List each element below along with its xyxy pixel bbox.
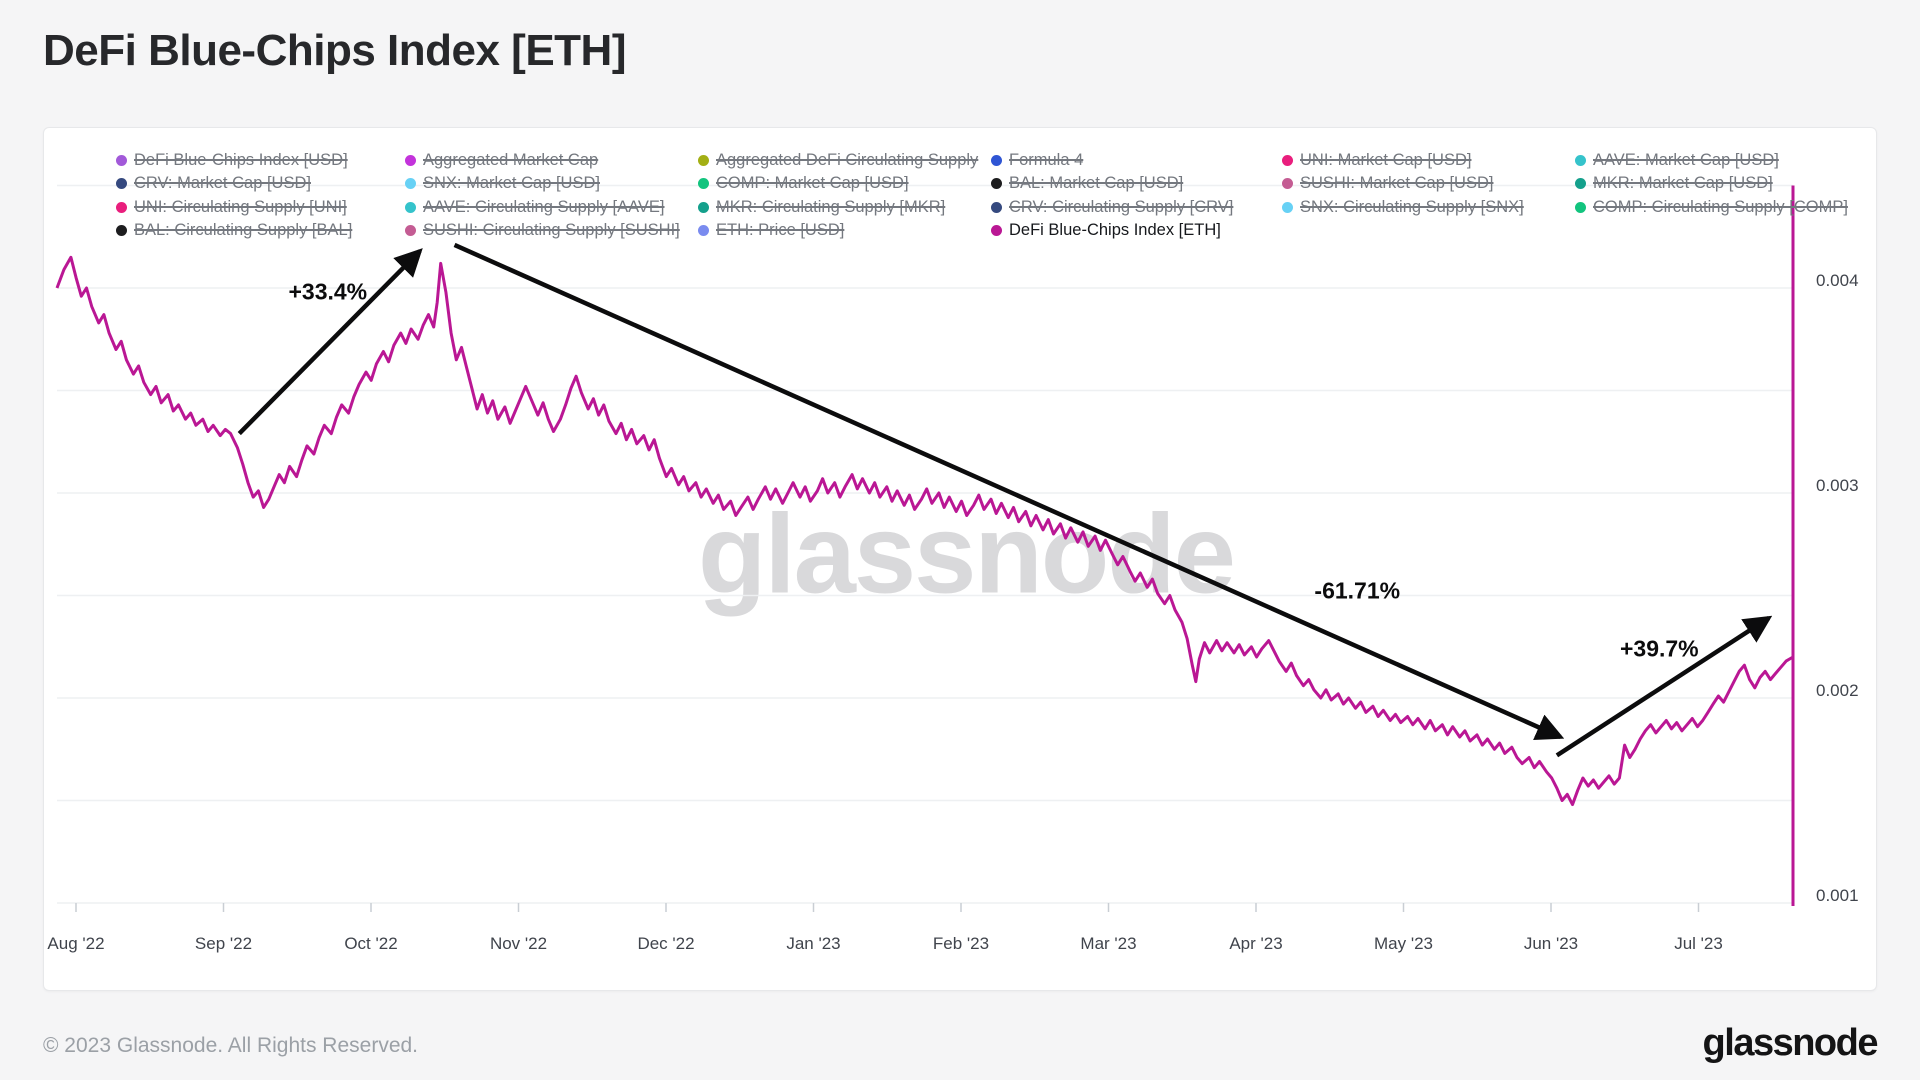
legend-item[interactable]: UNI: Market Cap [USD] [1282, 151, 1471, 170]
legend-label: CRV: Circulating Supply [CRV] [1009, 198, 1234, 216]
x-axis-label: Oct '22 [344, 934, 398, 953]
index-series-line [55, 255, 1794, 807]
legend-item[interactable]: CRV: Circulating Supply [CRV] [991, 198, 1233, 217]
legend-item[interactable]: SUSHI: Market Cap [USD] [1282, 174, 1493, 193]
legend-series-dot [1575, 178, 1586, 189]
x-axis-label: Mar '23 [1080, 934, 1137, 953]
legend-series-dot [1282, 178, 1293, 189]
legend-item[interactable]: DeFi Blue-Chips Index [USD] [116, 151, 348, 170]
legend-label: CRV: Market Cap [USD] [134, 174, 311, 192]
x-axis-label: Jul '23 [1674, 934, 1723, 953]
legend-series-dot [991, 155, 1002, 166]
annotation-arrow [1555, 615, 1773, 758]
legend-item[interactable]: SUSHI: Circulating Supply [SUSHI] [405, 221, 680, 240]
x-axis-label: Jan '23 [786, 934, 841, 953]
legend-label: SUSHI: Market Cap [USD] [1300, 174, 1494, 192]
x-axis-label: Jun '23 [1523, 934, 1579, 953]
legend-label: ETH: Price [USD] [716, 221, 845, 239]
legend: DeFi Blue-Chips Index [USD] Aggregated Ma… [44, 128, 1876, 258]
x-axis-label: May '23 [1374, 934, 1433, 953]
legend-series-dot [698, 155, 709, 166]
footer-copyright: © 2023 Glassnode. All Rights Reserved. [43, 1034, 419, 1057]
chart-plot-area[interactable] [44, 128, 1877, 991]
legend-label: SNX: Circulating Supply [SNX] [1300, 198, 1524, 216]
legend-item[interactable]: MKR: Circulating Supply [MKR] [698, 198, 945, 217]
legend-label: Aggregated DeFi Circulating Supply [716, 151, 979, 169]
legend-item[interactable]: MKR: Market Cap [USD] [1575, 174, 1773, 193]
legend-series-dot [405, 178, 416, 189]
legend-label: COMP: Circulating Supply [COMP] [1593, 198, 1848, 216]
legend-series-dot [116, 202, 127, 213]
annotation-arrow [453, 242, 1565, 741]
y-axis-label: 0.002 [1816, 681, 1859, 700]
x-axis-label: Apr '23 [1229, 934, 1283, 953]
legend-series-dot [405, 155, 416, 166]
legend-series-dot [698, 178, 709, 189]
legend-label: SUSHI: Circulating Supply [SUSHI] [423, 221, 680, 239]
legend-item[interactable]: BAL: Market Cap [USD] [991, 174, 1183, 193]
legend-item[interactable]: COMP: Circulating Supply [COMP] [1575, 198, 1848, 217]
legend-series-dot [1575, 202, 1586, 213]
annotation-label: -61.71% [1314, 577, 1401, 604]
x-axis-label: Nov '22 [489, 934, 548, 953]
gridlines [57, 184, 1793, 904]
legend-item[interactable]: Formula 4 [991, 151, 1083, 170]
chart-card: glassnode DeFi Blue-Chips Index [USD] Agg… [43, 127, 1877, 991]
annotation-arrows [237, 242, 1773, 758]
legend-label: AAVE: Market Cap [USD] [1593, 151, 1779, 169]
legend-item[interactable]: AAVE: Market Cap [USD] [1575, 151, 1779, 170]
x-axis-label: Aug '22 [47, 934, 105, 953]
y-axis-label: 0.004 [1816, 271, 1859, 290]
legend-label: DeFi Blue-Chips Index [ETH] [1009, 221, 1221, 239]
legend-label: UNI: Market Cap [USD] [1300, 151, 1472, 169]
legend-label: AAVE: Circulating Supply [AAVE] [423, 198, 665, 216]
legend-series-dot [698, 202, 709, 213]
legend-label: COMP: Market Cap [USD] [716, 174, 909, 192]
legend-label: SNX: Market Cap [USD] [423, 174, 600, 192]
page-title: DeFi Blue-Chips Index [ETH] [43, 26, 626, 75]
x-axis-label: Sep '22 [194, 934, 253, 953]
legend-label: MKR: Market Cap [USD] [1593, 174, 1773, 192]
legend-series-dot [405, 225, 416, 236]
legend-item[interactable]: CRV: Market Cap [USD] [116, 174, 311, 193]
legend-series-dot [1282, 155, 1293, 166]
annotation-label: +33.4% [288, 278, 368, 305]
legend-label: Aggregated Market Cap [423, 151, 599, 169]
legend-label: BAL: Market Cap [USD] [1009, 174, 1184, 192]
legend-series-dot [991, 225, 1002, 236]
legend-item[interactable]: UNI: Circulating Supply [UNI] [116, 198, 347, 217]
y-axis-label: 0.003 [1816, 476, 1859, 495]
legend-item[interactable]: SNX: Market Cap [USD] [405, 174, 600, 193]
legend-series-dot [116, 178, 127, 189]
legend-series-dot [116, 155, 127, 166]
legend-item[interactable]: BAL: Circulating Supply [BAL] [116, 221, 352, 240]
x-axis-label: Feb '23 [932, 934, 990, 953]
legend-item[interactable]: SNX: Circulating Supply [SNX] [1282, 198, 1524, 217]
legend-series-dot [698, 225, 709, 236]
legend-series-dot [991, 178, 1002, 189]
legend-item[interactable]: Aggregated DeFi Circulating Supply [698, 151, 978, 170]
legend-series-dot [1575, 155, 1586, 166]
legend-series-dot [991, 202, 1002, 213]
annotation-arrow [237, 248, 423, 436]
annotation-label: +39.7% [1619, 635, 1699, 662]
legend-series-dot [116, 225, 127, 236]
legend-item[interactable]: Aggregated Market Cap [405, 151, 598, 170]
legend-item[interactable]: COMP: Market Cap [USD] [698, 174, 909, 193]
legend-label: Formula 4 [1009, 151, 1084, 169]
x-axis-label: Dec '22 [637, 934, 695, 953]
legend-series-dot [1282, 202, 1293, 213]
legend-label: MKR: Circulating Supply [MKR] [716, 198, 946, 216]
legend-label: BAL: Circulating Supply [BAL] [134, 221, 353, 239]
legend-label: UNI: Circulating Supply [UNI] [134, 198, 347, 216]
legend-item[interactable]: ETH: Price [USD] [698, 221, 844, 240]
legend-item[interactable]: AAVE: Circulating Supply [AAVE] [405, 198, 665, 217]
x-axis-ticks [75, 903, 1700, 912]
legend-series-dot [405, 202, 416, 213]
legend-item[interactable]: DeFi Blue-Chips Index [ETH] [991, 221, 1221, 240]
legend-label: DeFi Blue-Chips Index [USD] [134, 151, 348, 169]
glassnode-logo: glassnode [1702, 1022, 1879, 1064]
y-axis-label: 0.001 [1816, 886, 1859, 905]
